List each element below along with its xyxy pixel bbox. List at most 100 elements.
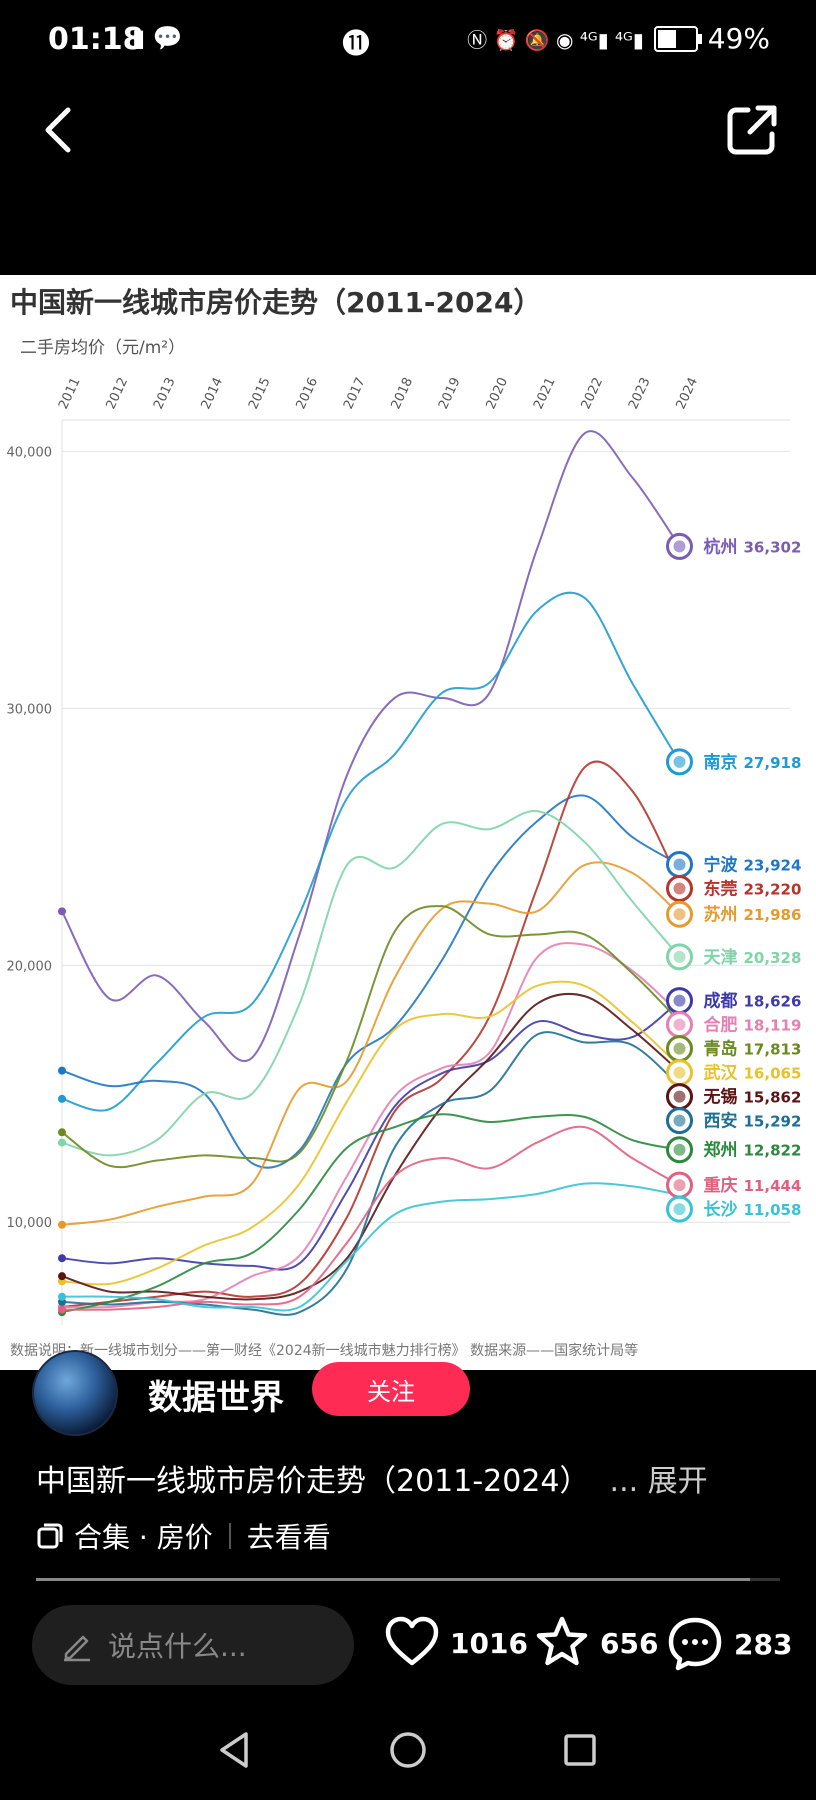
collection-icon — [37, 1523, 63, 1549]
city-name-label: 宁波 — [704, 854, 739, 875]
city-value-label: 12,822 — [744, 1142, 802, 1160]
city-name-label: 南京 — [704, 752, 738, 773]
battery-icon — [653, 25, 702, 52]
collection-row[interactable]: 合集 · 房价 去看看 — [36, 1516, 331, 1556]
chart-image[interactable]: 中国新一线城市房价走势（2011-2024） 二手房均价（元/m²） 2011 2… — [0, 275, 816, 1370]
comment-button[interactable]: 283 — [666, 1615, 792, 1673]
like-button[interactable]: 1016 — [384, 1615, 528, 1671]
x-tick-label: 2015 — [246, 375, 274, 411]
back-button[interactable] — [32, 100, 92, 160]
series-line-西安 — [61, 1031, 681, 1316]
chart-series-lines — [58, 430, 681, 1317]
x-tick-label: 2023 — [626, 375, 654, 411]
star-icon — [536, 1616, 588, 1666]
series-line-杭州 — [61, 430, 681, 1062]
city-marker-dot — [673, 858, 686, 871]
chevron-left-icon — [45, 107, 71, 153]
author-name[interactable]: 数据世界 — [148, 1378, 284, 1418]
chart-footnote: 数据说明：新一线城市划分——第一财经《2024新一线城市魅力排行榜》 数据来源—… — [10, 1342, 638, 1359]
city-marker-dot — [673, 994, 686, 1007]
share-button[interactable] — [722, 100, 782, 160]
city-value-label: 36,302 — [744, 538, 802, 556]
chart-x-ticks: 2011 2012 2013 2014 2015 2016 2017 2018 2019 2020… — [56, 375, 701, 411]
city-marker-dot — [673, 882, 686, 895]
city-name-label: 合肥 — [704, 1015, 738, 1036]
divider — [228, 1523, 231, 1549]
x-tick-label: 2019 — [436, 375, 464, 411]
chart-y-ticks: 10,000 20,000 30,000 40,000 — [7, 445, 53, 1231]
favorite-button[interactable]: 656 — [534, 1615, 658, 1671]
city-value-label: 16,065 — [744, 1065, 802, 1083]
city-marker-dot — [673, 1114, 686, 1127]
share-icon — [727, 105, 777, 155]
series-start-dot — [58, 1292, 66, 1301]
x-tick-label: 2016 — [294, 375, 322, 411]
comment-input[interactable]: 说点什么... — [32, 1605, 354, 1685]
app-notification-icon: ⓫ — [342, 27, 371, 60]
nav-recents-icon[interactable] — [562, 1730, 598, 1770]
city-value-label: 15,862 — [744, 1089, 802, 1107]
expand-link[interactable]: ... 展开 — [609, 1464, 708, 1499]
chart-ylabel: 二手房均价（元/m²） — [20, 338, 185, 358]
city-value-label: 18,626 — [744, 993, 802, 1011]
chart-end-labels: 杭州 36,302 南京 27,918 宁波 23,924 东莞 23,220 苏州 21,986… — [666, 532, 802, 1223]
collection-link[interactable]: 去看看 — [246, 1521, 331, 1554]
series-line-宁波 — [61, 794, 681, 1169]
series-start-dot — [58, 1220, 66, 1229]
post-caption[interactable]: 中国新一线城市房价走势（2011-2024） ... 展开 — [36, 1456, 708, 1500]
city-name-label: 重庆 — [704, 1175, 738, 1196]
city-name-label: 成都 — [704, 991, 738, 1012]
city-name-label: 武汉 — [704, 1063, 739, 1084]
city-marker-dot — [673, 1203, 686, 1216]
x-tick-label: 2011 — [56, 375, 84, 411]
x-tick-label: 2024 — [674, 375, 702, 411]
city-value-label: 15,292 — [744, 1113, 802, 1131]
top-bar — [0, 90, 816, 170]
city-name-label: 苏州 — [704, 904, 738, 925]
city-name-label: 长沙 — [704, 1199, 738, 1220]
bottom-actions: 说点什么... 1016 656 283 — [0, 1605, 816, 1689]
x-tick-label: 2017 — [341, 375, 369, 411]
author-row: 数据世界 关注 — [0, 1350, 816, 1440]
collection-label: 合集 · 房价 — [74, 1521, 213, 1554]
city-name-label: 杭州 — [704, 536, 738, 557]
author-avatar[interactable] — [32, 1350, 118, 1436]
heart-icon — [385, 1616, 439, 1666]
x-tick-label: 2022 — [579, 375, 607, 411]
line-chart: 中国新一线城市房价走势（2011-2024） 二手房均价（元/m²） 2011 2… — [7, 286, 802, 1359]
pencil-icon — [64, 1635, 90, 1662]
y-tick-label: 40,000 — [7, 445, 53, 460]
city-marker-dot — [673, 908, 686, 921]
nav-home-icon[interactable] — [388, 1730, 428, 1770]
x-tick-label: 2018 — [389, 375, 417, 411]
series-start-dot — [58, 1094, 66, 1103]
chart-grid — [61, 419, 790, 1325]
comment-bubble-icon — [668, 1617, 722, 1671]
city-marker-dot — [673, 950, 686, 963]
comment-placeholder: 说点什么... — [108, 1630, 247, 1663]
system-nav-bar — [0, 1718, 816, 1788]
series-line-苏州 — [61, 861, 681, 1226]
city-marker-dot — [673, 1179, 686, 1192]
nav-back-icon[interactable] — [216, 1730, 252, 1770]
video-progress-fill — [36, 1578, 751, 1581]
city-value-label: 20,328 — [744, 949, 802, 967]
city-name-label: 东莞 — [704, 878, 738, 899]
series-start-dot — [58, 1138, 66, 1147]
city-marker-dot — [673, 1090, 686, 1103]
series-line-长沙 — [61, 1182, 680, 1312]
status-bar: 01:18 ▮ 💬 ⓫ Ⓝ ⏰ 🔕 ◉ ⁴ᴳ▮ ⁴ᴳ▮ 49% — [0, 0, 816, 80]
series-start-dot — [58, 1305, 66, 1314]
city-value-label: 21,986 — [744, 906, 802, 924]
city-value-label: 11,058 — [744, 1201, 802, 1219]
series-line-青岛 — [61, 905, 681, 1169]
city-marker-dot — [673, 755, 686, 768]
video-progress-bar[interactable] — [36, 1578, 780, 1581]
series-line-重庆 — [61, 1125, 680, 1311]
y-tick-label: 10,000 — [7, 1216, 53, 1231]
follow-button[interactable]: 关注 — [312, 1362, 470, 1416]
city-marker-dot — [673, 540, 686, 553]
battery-percent: 49% — [707, 22, 770, 55]
series-line-郑州 — [61, 1113, 680, 1314]
status-right: Ⓝ ⏰ 🔕 ◉ ⁴ᴳ▮ ⁴ᴳ▮ 49% — [467, 22, 770, 55]
